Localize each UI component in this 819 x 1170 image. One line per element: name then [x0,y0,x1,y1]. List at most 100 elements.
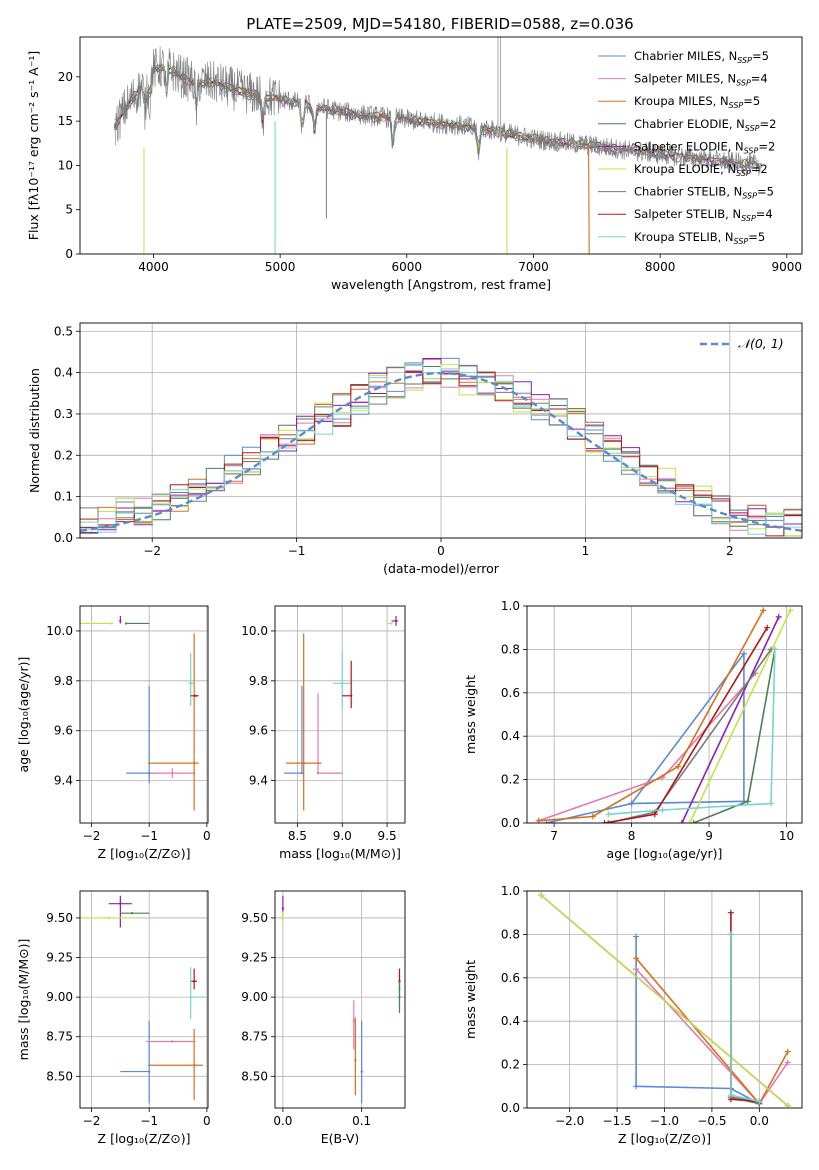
weight-marker [543,820,550,823]
weight-marker [740,650,747,657]
histogram-salpeter-stelib [80,371,802,538]
tick-label-y: 1.0 [501,884,520,898]
x-axis-label: E(B-V) [321,1131,360,1146]
tick-label-x: 7000 [518,260,549,274]
tick-label-y: 9.4 [249,774,268,788]
legend-label: Kroupa STELIB, NSSP=5 [634,230,765,246]
tick-label-x: −2.0 [555,1114,584,1128]
weight-marker [589,813,596,820]
tick-label-x: 9.0 [333,829,352,843]
tick-label-x: 0.0 [750,1114,769,1128]
weight-line-kroupa-elodie [688,609,792,823]
weight-line-kroupa-miles [538,609,765,822]
data-point [394,619,398,623]
tick-label-y: 0.4 [54,366,73,380]
tick-label-x: 8000 [645,260,676,274]
tick-label-y: 9.6 [249,724,268,738]
data-point [281,907,285,910]
data-point [130,911,134,915]
x-axis-label: Z [log₁₀(Z/Z⊙)] [618,1131,711,1146]
data-point [341,682,344,685]
legend-label: Salpeter ELODIE, NSSP=2 [634,139,775,155]
tick-label-y: 10.0 [46,624,73,638]
axes-frame [526,890,803,1109]
tick-label-y: 9.8 [54,674,73,688]
tick-label-x: −1 [288,544,306,558]
data-point [192,761,196,765]
legend-label: Chabrier ELODIE, NSSP=2 [634,117,776,133]
panel-residuals: −2 −1 0 1 2 0.0 0.1 0.2 0.3 0.4 0.5 (data-model)/er… [27,322,803,576]
weight-line-salpeter-miles [538,672,757,822]
weight-line-salpeter-elodie [681,616,780,823]
axes-frame [274,890,406,1109]
plot-area [535,607,794,823]
tick-label-x: 9000 [772,260,803,274]
weight-marker [771,646,778,653]
tick-label-x: 7 [550,829,558,843]
panel-spectrum: 4000 5000 6000 7000 8000 9000 0 5 10 15 20 waveleng… [26,36,803,292]
tick-label-y: 9.50 [46,911,73,925]
tick-label-x: 0 [203,1114,211,1128]
axes-frame [79,605,209,824]
weight-marker [686,820,693,823]
axes-frame [79,890,209,1109]
tick-label-x: 4000 [138,260,169,274]
tick-label-y: 0.5 [54,324,73,338]
legend-label: 𝒩(0, 1) [738,336,784,351]
panel-mass_vs_Z: −2 −1 0 8.50 8.75 9.00 9.25 9.50 Z [log₁₀(Z/Z⊙)]… [16,890,211,1146]
tick-label-x: 0 [437,544,445,558]
weight-line-kroupa-stelib [608,649,776,816]
panel-age_vs_Z: −2 −1 0 9.4 9.6 9.8 10.0 Z [log₁₀(Z/Z⊙)] age [lo… [16,605,211,861]
panel-massweight_vs_Z: −2.0 −1.5 −1.0 −0.5 0.0 0.0 0.2 0.4 0.6 0.8 1.0 Z [… [463,884,803,1146]
weight-line-chabrier-miles [635,936,760,1105]
tick-label-x: 0 [203,829,211,843]
tick-label-y: 0.0 [54,531,73,545]
panel-mass_vs_EBV: 0.0 0.1 8.50 8.75 9.00 9.25 9.50 E(B-V) [241,890,406,1146]
tick-label-x: −1.0 [650,1114,679,1128]
tick-label-y: 10.0 [241,624,268,638]
data-point [281,916,285,920]
legend-label: Salpeter MILES, NSSP=4 [634,72,768,88]
plot-area [538,892,791,1108]
weight-line-chabrier-miles [546,651,745,823]
axes-frame [79,322,803,539]
data-point [316,771,320,775]
tick-label-y: 8.50 [241,1069,268,1083]
data-point [194,694,197,697]
spike-line [588,147,590,254]
tick-label-y: 9.00 [241,990,268,1004]
figure-title: PLATE=2509, MJD=54180, FIBERID=0588, z=0… [246,15,633,33]
tick-label-y: 9.25 [241,951,268,965]
weight-marker [784,1059,791,1066]
panel-age_vs_mass: 8.5 9.0 9.5 9.4 9.6 9.8 10.0 mass [log₁₀(M/M⊙)] [241,605,406,861]
tick-label-y: 0.6 [501,971,520,985]
legend: 𝒩(0, 1) [700,336,784,351]
tick-label-x: −2 [83,829,101,843]
data-point [398,995,401,999]
tick-label-y: 9.4 [54,774,73,788]
data-point [147,771,151,775]
tick-label-y: 9.25 [46,951,73,965]
tick-label-x: 1 [582,544,590,558]
tick-label-y: 0.4 [501,1014,520,1028]
tick-label-y: 0 [65,247,73,261]
data-point [352,1019,355,1023]
plot-area [80,357,802,538]
tick-label-x: −1 [140,829,158,843]
tick-label-x: −2 [83,1114,101,1128]
tick-label-y: 9.00 [46,990,73,1004]
tick-label-y: 1.0 [501,599,520,613]
data-point [354,1059,357,1062]
weight-marker [784,1048,791,1055]
plot-area [281,895,401,1104]
tick-label-y: 10 [58,158,73,172]
tick-label-y: 9.50 [241,911,268,925]
legend-label: Kroupa MILES, NSSP=5 [634,94,760,110]
tick-label-x: −2 [143,544,161,558]
weight-marker [633,966,640,973]
tick-label-y: 8.50 [46,1069,73,1083]
tick-label-x: 9 [705,829,713,843]
tick-label-x: 9.5 [378,829,397,843]
axes-frame [274,605,406,824]
